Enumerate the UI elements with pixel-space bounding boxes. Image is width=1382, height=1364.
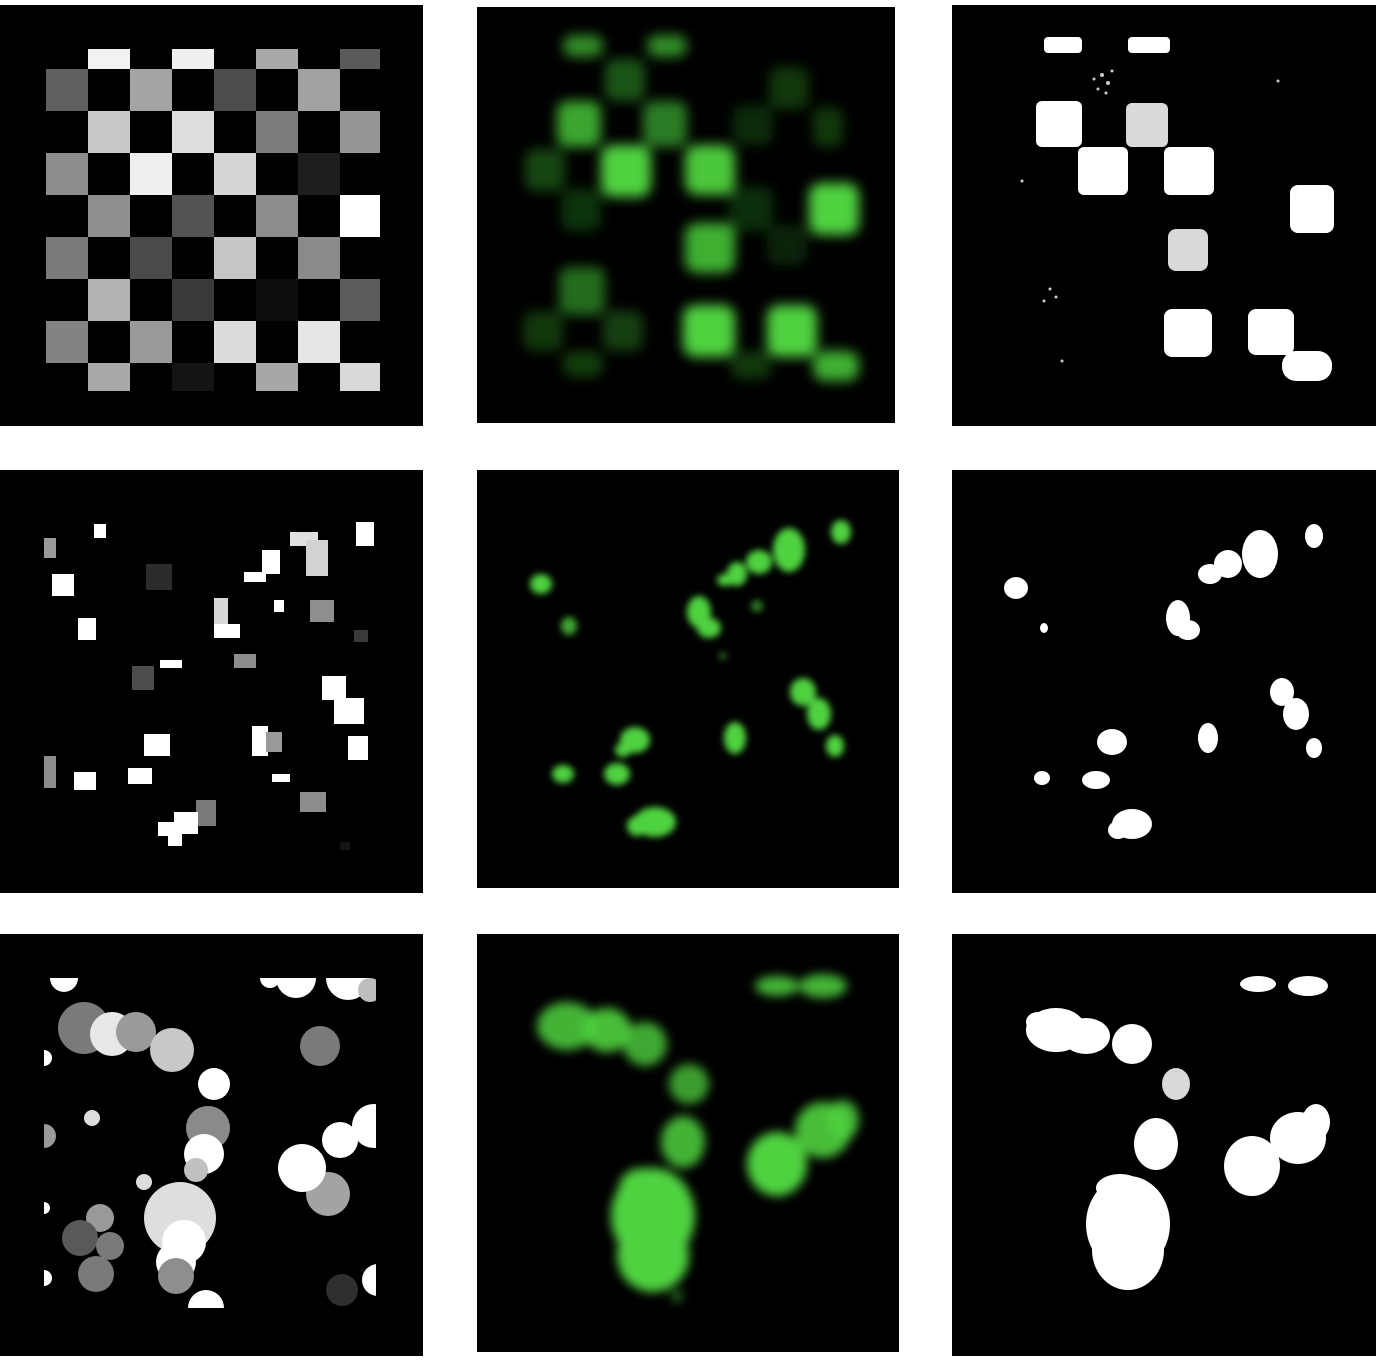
panel-row3-segmentation-circles [952, 934, 1376, 1356]
circles-segmentation-mask [1026, 976, 1330, 1290]
squares-grayscale-image [44, 522, 374, 850]
circles-grayscale-image [44, 978, 376, 1308]
checkerboard-segmentation-mask [1020, 37, 1334, 381]
panel-row1-grayscale-checkerboard [0, 5, 423, 426]
panel-row1-fluorescence-checkerboard [477, 7, 895, 423]
checkerboard-grayscale-image [46, 49, 380, 391]
panel-row2-fluorescence-squares [477, 470, 899, 888]
circles-fluorescence-image [537, 974, 859, 1302]
checkerboard-fluorescence-image [523, 35, 859, 381]
squares-segmentation-mask [1004, 524, 1323, 839]
panel-row3-grayscale-circles [0, 934, 423, 1356]
panel-row1-segmentation-checkerboard [952, 5, 1376, 426]
squares-fluorescence-image [530, 520, 851, 837]
panel-row2-grayscale-squares [0, 470, 423, 893]
panel-row3-fluorescence-circles [477, 934, 899, 1352]
panel-row2-segmentation-squares [952, 470, 1376, 893]
